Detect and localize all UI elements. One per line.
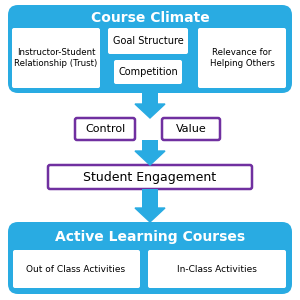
Text: Relevance for
Helping Others: Relevance for Helping Others (210, 48, 274, 68)
FancyBboxPatch shape (48, 165, 252, 189)
Text: Course Climate: Course Climate (91, 11, 209, 25)
FancyBboxPatch shape (142, 140, 158, 151)
FancyBboxPatch shape (162, 118, 220, 140)
Text: Student Engagement: Student Engagement (83, 170, 217, 184)
Polygon shape (135, 208, 165, 222)
FancyBboxPatch shape (148, 250, 286, 288)
Polygon shape (135, 151, 165, 165)
Text: Goal Structure: Goal Structure (112, 36, 183, 46)
Text: Instructor-Student
Relationship (Trust): Instructor-Student Relationship (Trust) (14, 48, 98, 68)
Polygon shape (135, 104, 165, 118)
Text: Control: Control (85, 124, 125, 134)
FancyBboxPatch shape (142, 93, 158, 104)
FancyBboxPatch shape (75, 118, 135, 140)
FancyBboxPatch shape (198, 28, 286, 88)
Text: Competition: Competition (118, 67, 178, 77)
FancyBboxPatch shape (13, 250, 140, 288)
FancyBboxPatch shape (142, 189, 158, 208)
FancyBboxPatch shape (8, 5, 292, 93)
FancyBboxPatch shape (108, 28, 188, 54)
Text: In-Class Activities: In-Class Activities (177, 265, 257, 274)
Text: Out of Class Activities: Out of Class Activities (26, 265, 126, 274)
FancyBboxPatch shape (8, 222, 292, 294)
Text: Active Learning Courses: Active Learning Courses (55, 230, 245, 244)
FancyBboxPatch shape (114, 60, 182, 84)
FancyBboxPatch shape (12, 28, 100, 88)
Text: Value: Value (176, 124, 206, 134)
